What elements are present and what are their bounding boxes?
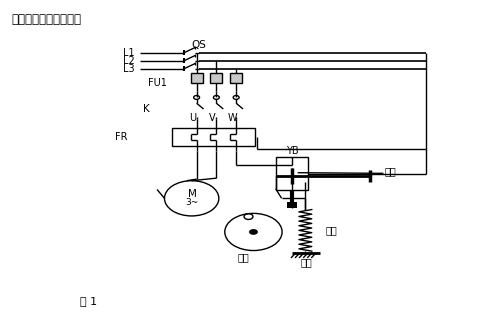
Circle shape xyxy=(249,229,258,235)
Text: 图 1: 图 1 xyxy=(81,296,97,306)
Text: V: V xyxy=(209,113,216,123)
Text: L3: L3 xyxy=(123,64,135,74)
Bar xyxy=(287,202,297,208)
Text: 3~: 3~ xyxy=(185,198,198,207)
Text: 衔铁: 衔铁 xyxy=(384,166,396,176)
Text: L2: L2 xyxy=(123,56,135,66)
Bar xyxy=(276,157,308,190)
Text: K: K xyxy=(143,104,150,114)
Text: M: M xyxy=(188,190,197,200)
Text: 电磁抱闸断电制动接线: 电磁抱闸断电制动接线 xyxy=(11,13,82,26)
Bar xyxy=(230,73,242,83)
Text: YB: YB xyxy=(286,146,298,156)
Text: W: W xyxy=(228,113,237,123)
Text: 闸轮: 闸轮 xyxy=(238,253,249,263)
Text: 闸瓦: 闸瓦 xyxy=(300,257,312,267)
Text: L1: L1 xyxy=(123,47,135,57)
Bar xyxy=(210,73,222,83)
Text: FU1: FU1 xyxy=(148,78,167,88)
Bar xyxy=(172,128,255,146)
Text: 弹簧: 弹簧 xyxy=(325,225,337,235)
Bar xyxy=(191,73,203,83)
Text: U: U xyxy=(189,113,196,123)
Text: FR: FR xyxy=(115,132,127,142)
Text: QS: QS xyxy=(192,40,207,50)
